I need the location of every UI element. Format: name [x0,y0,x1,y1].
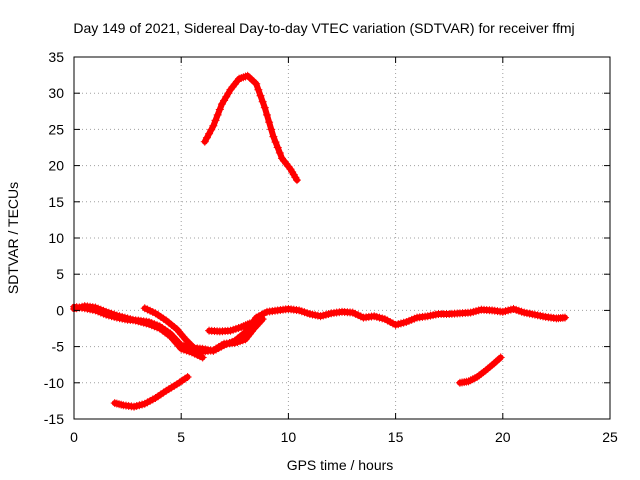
data-point-marker [117,400,126,409]
data-point-marker [237,73,246,82]
y-tick-label: 30 [48,85,64,101]
data-point-marker [250,77,259,86]
y-tick-label: -10 [44,375,64,391]
series-arc-peak [201,72,300,184]
data-point-marker [262,110,271,119]
y-tick-label: 35 [48,49,64,65]
data-point-marker [466,376,475,385]
data-point-marker [215,105,224,114]
x-tick-label: 5 [177,429,185,445]
x-tick-label: 25 [602,429,618,445]
data-point-marker [243,71,252,80]
y-tick-label: 10 [48,230,64,246]
data-point-marker [479,368,488,377]
data-point-marker [241,72,250,81]
data-point-marker [245,319,254,328]
data-point-marker [235,74,244,83]
data-point-marker [477,369,486,378]
data-point-marker [473,373,482,382]
data-point-marker [481,366,490,375]
y-tick-label: 20 [48,158,64,174]
data-point-marker [183,373,192,382]
data-point-marker [196,346,205,355]
data-point-marker [211,116,220,125]
y-tick-label: 15 [48,194,64,210]
data-point-marker [269,132,278,141]
y-tick-label: -5 [52,339,65,355]
data-point-marker [267,125,276,134]
data-point-marker [560,313,569,322]
data-point-marker [258,97,267,106]
data-point-marker [485,362,494,371]
data-point-marker [470,374,479,383]
data-point-marker [194,345,203,354]
data-point-marker [265,118,274,127]
data-point-marker [209,121,218,130]
y-axis-label: SDTVAR / TECUs [5,182,21,294]
data-point-marker [271,138,280,147]
y-tick-label: -15 [44,411,64,427]
x-tick-label: 10 [281,429,297,445]
x-tick-label: 0 [70,429,78,445]
data-point-marker [496,353,505,362]
data-point-marker [237,323,246,332]
data-point-marker [112,399,121,408]
data-point-marker [464,377,473,386]
data-point-marker [202,133,211,142]
data-point-marker [217,100,226,109]
data-point-marker [220,96,229,105]
data-point-marker [245,73,254,82]
data-point-marker [239,73,248,82]
data-point-marker [488,361,497,370]
data-point-marker [207,125,216,134]
x-axis-label: GPS time / hours [287,457,394,473]
data-point-marker [241,321,250,330]
data-point-marker [275,148,284,157]
data-point-marker [468,375,477,384]
ticks: 0 5 10 15 20 25 -15 -10 -5 0 5 10 15 20 25 30 35 [44,49,618,445]
data-point-marker [260,103,269,112]
data-point-marker [243,320,252,329]
x-tick-label: 15 [388,429,404,445]
data-point-marker [258,315,267,324]
y-tick-label: 0 [56,302,64,318]
data-point-marker [190,344,199,353]
data-point-marker [222,92,231,101]
data-point-marker [252,79,261,88]
data-point-marker [205,129,214,138]
data-point-marker [110,399,119,408]
data-point-marker [192,344,201,353]
data-point-marker [200,137,209,146]
data-point-marker [273,143,282,152]
grid [74,57,610,419]
series-layer [70,71,569,411]
y-tick-label: 5 [56,266,64,282]
data-point-marker [256,91,265,100]
data-point-marker [247,75,256,84]
data-point-marker [254,85,263,94]
data-point-marker [483,364,492,373]
data-point-marker [495,354,504,363]
y-tick-label: 25 [48,121,64,137]
chart-title: Day 149 of 2021, Sidereal Day-to-day VTE… [73,20,574,36]
data-point-marker [115,400,124,409]
x-tick-label: 20 [495,429,511,445]
data-point-marker [213,110,222,119]
data-point-marker [292,176,301,185]
data-point-marker [224,89,233,98]
data-point-marker [239,322,248,331]
data-point-marker [475,371,484,380]
